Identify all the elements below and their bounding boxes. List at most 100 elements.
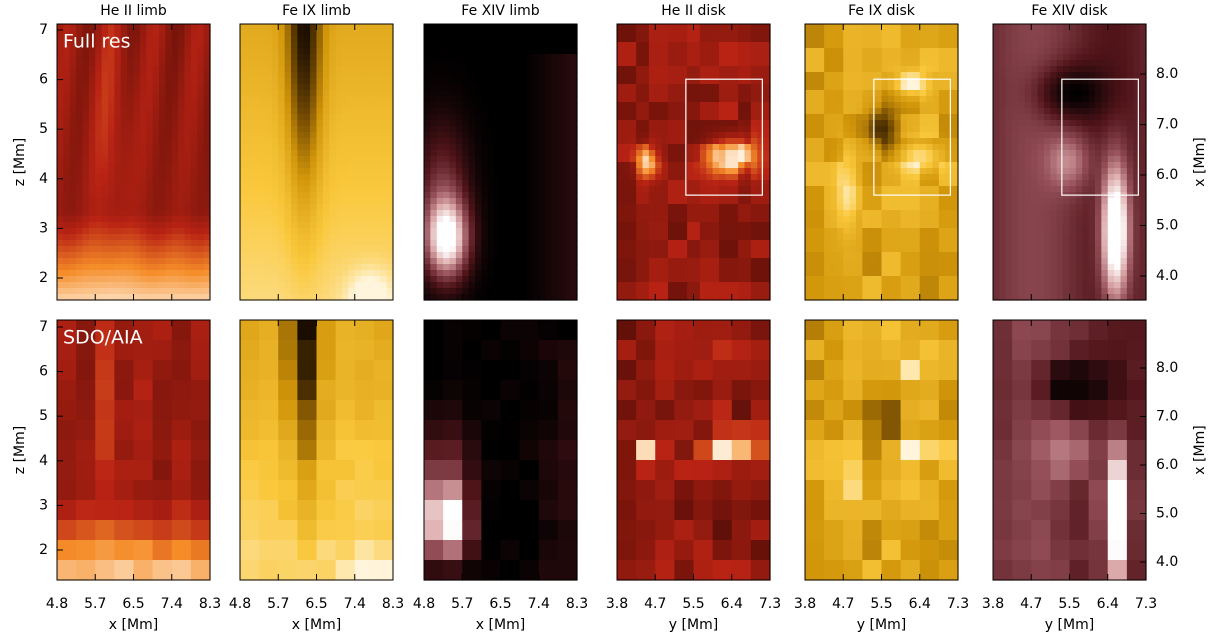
pixel (687, 246, 695, 253)
pixel (373, 420, 394, 441)
pixel (159, 168, 166, 175)
pixel (693, 30, 701, 37)
pixel (538, 216, 546, 223)
pixel (648, 102, 656, 109)
pixel (271, 282, 279, 289)
pixel (763, 174, 771, 181)
pixel (750, 60, 758, 67)
pixel (373, 204, 381, 211)
pixel (171, 228, 179, 235)
pixel (731, 234, 739, 241)
pixel (744, 222, 752, 229)
pixel (475, 54, 482, 61)
pixel (564, 84, 572, 91)
pixel (373, 144, 381, 151)
pixel (178, 264, 186, 271)
pixel (532, 180, 540, 187)
pixel (108, 108, 115, 115)
pixel (532, 162, 540, 169)
pixel (424, 400, 444, 421)
pixel (655, 144, 663, 151)
pixel (76, 180, 84, 187)
pixel (342, 42, 349, 49)
pixel (430, 222, 438, 229)
pixel (120, 126, 128, 133)
pixel (519, 240, 527, 247)
pixel (114, 84, 122, 91)
pixel (380, 258, 388, 265)
pixel (240, 222, 247, 229)
pixel (744, 66, 752, 73)
pixel (424, 102, 431, 109)
pixel (570, 252, 578, 259)
pixel (367, 264, 375, 271)
pixel (146, 126, 154, 133)
region-box (685, 78, 763, 196)
pixel (674, 360, 695, 381)
pixel (108, 30, 115, 37)
pixel (329, 54, 337, 61)
pixel (69, 234, 77, 241)
pixel (310, 120, 318, 127)
pixel (146, 192, 154, 199)
pixel (127, 222, 135, 229)
pixel (278, 78, 286, 85)
pixel (246, 72, 254, 79)
pixel (316, 234, 324, 241)
pixel (481, 156, 489, 163)
pixel (69, 30, 77, 37)
pixel (532, 66, 540, 73)
pixel (265, 258, 273, 265)
pixel (171, 150, 179, 157)
pixel (481, 138, 489, 145)
pixel (114, 108, 122, 115)
pixel (538, 96, 546, 103)
pixel (322, 84, 330, 91)
pixel (706, 162, 714, 169)
pixel (557, 380, 578, 401)
pixel (526, 240, 533, 247)
pixel (76, 240, 84, 247)
pixel (57, 320, 77, 341)
pixel (278, 380, 298, 401)
pixel (329, 258, 337, 265)
pixel (335, 114, 343, 121)
pixel (120, 36, 128, 43)
pixel (513, 96, 521, 103)
pixel (373, 228, 381, 235)
pixel (184, 30, 192, 37)
pixel (252, 270, 260, 277)
pixel (500, 204, 508, 211)
pixel (165, 72, 173, 79)
pixel (648, 126, 656, 133)
pixel (455, 138, 463, 145)
pixel (165, 276, 173, 283)
pixel (538, 150, 546, 157)
pixel (82, 204, 90, 211)
column-title: Fe IX disk (848, 3, 916, 19)
pixel (687, 198, 695, 205)
pixel (133, 198, 141, 205)
pixel (674, 156, 682, 163)
pixel (706, 252, 714, 259)
pixel (738, 294, 746, 301)
pixel (455, 228, 463, 235)
pixel (430, 204, 438, 211)
pixel (449, 258, 457, 265)
pixel (152, 222, 160, 229)
pixel (455, 210, 463, 217)
pixel (190, 440, 211, 461)
pixel (380, 150, 388, 157)
pixel (763, 36, 771, 43)
pixel (475, 90, 482, 97)
pixel (532, 228, 540, 235)
pixel (487, 174, 495, 181)
pixel (329, 132, 337, 139)
pixel (133, 66, 141, 73)
pixel (687, 156, 695, 163)
pixel (297, 168, 305, 175)
pixel (744, 84, 752, 91)
pixel (430, 90, 438, 97)
pixel (246, 264, 254, 271)
pixel (348, 180, 356, 187)
